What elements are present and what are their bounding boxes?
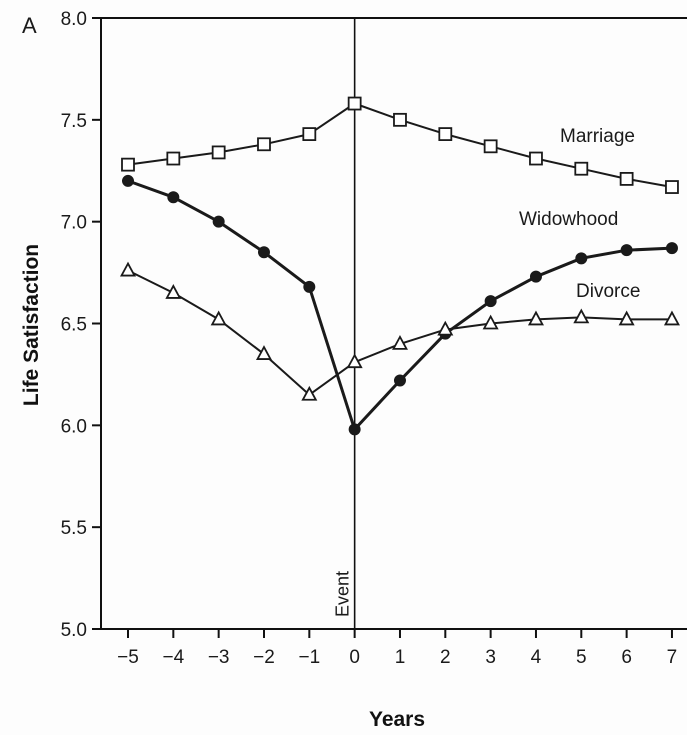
x-tick-label: 3 bbox=[485, 647, 496, 668]
y-tick-label: 5.5 bbox=[61, 518, 87, 539]
data-point bbox=[165, 284, 182, 299]
x-tick-label: 6 bbox=[621, 647, 632, 668]
x-tick-label: −2 bbox=[253, 647, 275, 668]
event-marker: Event bbox=[333, 18, 356, 629]
data-point bbox=[484, 295, 497, 308]
data-point bbox=[618, 310, 635, 326]
data-point bbox=[665, 180, 679, 194]
data-point bbox=[620, 244, 633, 257]
data-point bbox=[393, 374, 406, 387]
x-tick-label: 2 bbox=[440, 647, 451, 668]
x-tick-label: 7 bbox=[667, 647, 678, 668]
data-point bbox=[303, 280, 316, 293]
data-point bbox=[301, 385, 318, 401]
x-tick-label: 4 bbox=[531, 647, 542, 668]
series-label-divorce: Divorce bbox=[576, 281, 640, 302]
data-point bbox=[257, 137, 271, 152]
data-point bbox=[211, 145, 226, 160]
data-point bbox=[119, 261, 137, 277]
y-axis-title: Life Satisfaction bbox=[20, 244, 43, 406]
y-tick-label: 8.0 bbox=[61, 9, 87, 30]
x-ticks: −5 −4 −3 −2 −1 0 1 2 3 4 5 6 7 bbox=[117, 629, 677, 668]
data-point bbox=[574, 161, 589, 176]
data-point bbox=[482, 314, 499, 330]
data-point bbox=[529, 151, 543, 166]
data-point bbox=[166, 151, 181, 166]
y-ticks: 5.0 5.5 6.0 6.5 7.0 7.5 8.0 bbox=[61, 9, 101, 641]
panel-letter: A bbox=[22, 13, 37, 38]
data-point bbox=[210, 310, 227, 326]
data-point bbox=[167, 191, 180, 204]
data-point bbox=[573, 308, 590, 324]
data-point bbox=[437, 320, 454, 336]
data-point bbox=[302, 127, 317, 141]
data-point bbox=[212, 215, 225, 228]
data-point bbox=[348, 423, 361, 436]
data-point bbox=[619, 171, 634, 186]
data-point bbox=[346, 353, 363, 369]
series-layer bbox=[119, 96, 680, 436]
series-label-marriage: Marriage bbox=[560, 126, 635, 147]
x-tick-label: −5 bbox=[117, 647, 139, 668]
x-tick-label: 0 bbox=[349, 647, 360, 668]
data-point bbox=[529, 270, 542, 283]
x-tick-label: 1 bbox=[395, 647, 406, 668]
y-tick-label: 5.0 bbox=[61, 620, 87, 641]
x-tick-label: −3 bbox=[208, 647, 230, 668]
x-tick-label: −1 bbox=[298, 647, 320, 668]
data-point bbox=[391, 334, 408, 350]
y-tick-label: 7.5 bbox=[61, 111, 87, 132]
series-divorce bbox=[119, 261, 680, 401]
data-point bbox=[347, 96, 362, 111]
series-marriage bbox=[121, 96, 679, 194]
data-point bbox=[393, 112, 407, 127]
x-tick-label: −4 bbox=[162, 647, 184, 668]
x-axis-title: Years bbox=[369, 708, 425, 731]
data-point bbox=[663, 310, 680, 326]
data-point bbox=[483, 139, 498, 154]
y-tick-label: 7.0 bbox=[61, 213, 87, 234]
axes bbox=[100, 17, 687, 630]
data-point bbox=[255, 345, 273, 360]
data-point bbox=[575, 252, 588, 265]
data-point bbox=[122, 174, 134, 187]
y-tick-label: 6.0 bbox=[61, 416, 87, 437]
data-point bbox=[665, 242, 678, 255]
y-tick-label: 6.5 bbox=[61, 315, 87, 336]
data-point bbox=[257, 246, 270, 259]
series-widowhood bbox=[122, 174, 678, 436]
event-label: Event bbox=[333, 571, 353, 617]
data-point bbox=[527, 310, 544, 326]
x-tick-label: 5 bbox=[576, 647, 587, 668]
series-labels: Marriage Widowhood Divorce bbox=[519, 126, 640, 302]
series-label-widowhood: Widowhood bbox=[519, 209, 618, 230]
data-point bbox=[121, 157, 135, 172]
data-point bbox=[438, 127, 453, 141]
